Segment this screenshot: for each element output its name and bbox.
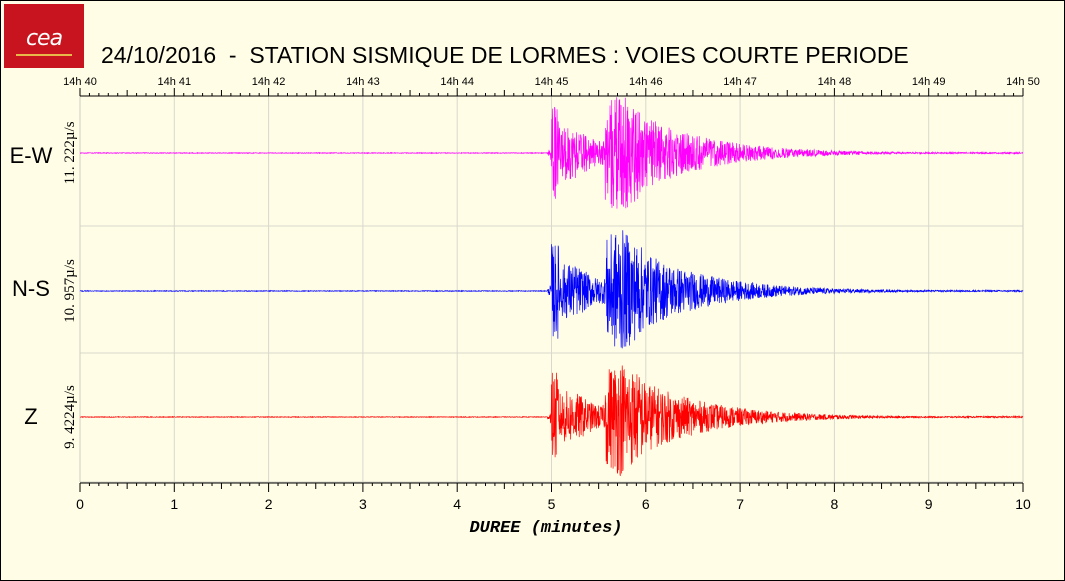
plot-border: [79, 96, 1024, 482]
top-tick-label: 14h 50: [1006, 76, 1040, 88]
top-tick-label: 14h 46: [629, 76, 663, 88]
channel-label: N-S: [12, 276, 50, 301]
bottom-tick-label: 8: [831, 496, 839, 512]
bottom-tick-label: 10: [1015, 496, 1031, 512]
x-axis-label: DUREE (minutes): [469, 519, 622, 538]
traces: [79, 97, 1024, 477]
bottom-duration-axis: 0 1 2 3 4 5 6 7 8 9 10: [76, 482, 1031, 512]
top-tick-label: 14h 41: [157, 76, 191, 88]
bottom-tick-label: 7: [736, 496, 744, 512]
top-tick-label: 14h 44: [440, 76, 474, 88]
trace-z: [79, 365, 1024, 477]
top-tick-label: 14h 45: [535, 76, 569, 88]
channel-scale-label: 10. 957µ/s: [62, 259, 78, 323]
top-time-axis: 14h 40 14h 41 14h 42 14h 43 14h 44 14h 45 14h …: [63, 76, 1040, 97]
logo-text: cea: [25, 26, 63, 51]
chart-title: 24/10/2016 - STATION SISMIQUE DE LORMES …: [101, 42, 909, 68]
top-tick-label: 14h 40: [63, 76, 97, 88]
channel-label: Z: [24, 404, 37, 429]
bottom-tick-label: 4: [453, 496, 461, 512]
cea-logo: cea: [4, 4, 84, 68]
logo-underline: [16, 54, 72, 56]
top-tick-label: 14h 43: [346, 76, 380, 88]
trace-ns: [79, 230, 1024, 349]
channel-scale-label: 9. 4224µ/s: [62, 385, 78, 449]
bottom-tick-label: 9: [925, 496, 933, 512]
top-tick-label: 14h 42: [252, 76, 286, 88]
channel-labels: E-W 11. 222µ/s N-S 10. 957µ/s Z 9. 4224µ/s: [10, 121, 78, 449]
bottom-tick-label: 3: [359, 496, 367, 512]
bottom-tick-label: 0: [76, 496, 84, 512]
top-tick-label: 14h 48: [818, 76, 852, 88]
channel-scale-label: 11. 222µ/s: [62, 121, 78, 184]
top-tick-label: 14h 49: [912, 76, 946, 88]
bottom-tick-label: 5: [548, 496, 556, 512]
trace-ew: [79, 97, 1024, 209]
bottom-tick-label: 1: [170, 496, 178, 512]
channel-label: E-W: [10, 143, 53, 168]
bottom-tick-label: 2: [265, 496, 273, 512]
top-tick-label: 14h 47: [723, 76, 757, 88]
bottom-tick-label: 6: [642, 496, 650, 512]
